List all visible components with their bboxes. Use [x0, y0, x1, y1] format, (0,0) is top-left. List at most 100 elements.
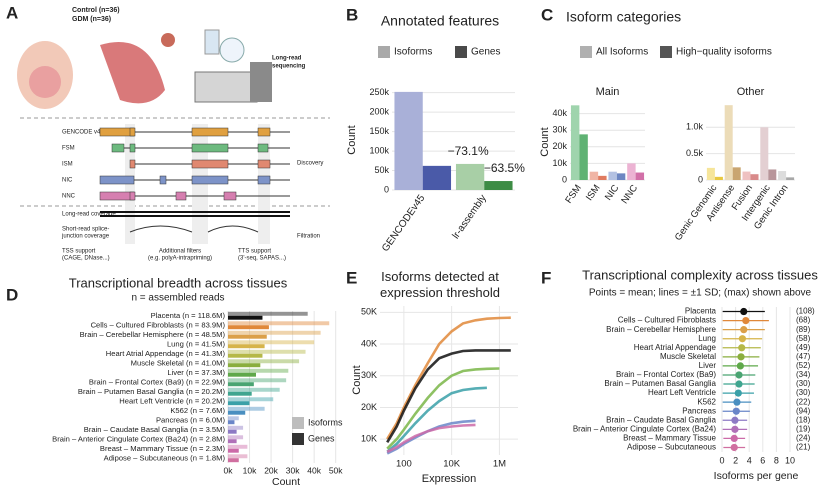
y-tick-label: K562 (n = 7.6M) [170, 406, 225, 415]
bar [228, 363, 261, 368]
tube [204, 29, 220, 55]
x-tick-label: 10K [443, 459, 461, 470]
bar [228, 420, 235, 425]
bar [228, 435, 244, 440]
y-tick-label: Brain – Putamen Basal Ganglia (n = 20.2M… [78, 387, 226, 396]
y-tick-label: 40k [552, 108, 567, 118]
legend-swatch [378, 46, 390, 58]
point [740, 326, 748, 334]
point [736, 362, 744, 370]
x-tick-label: 1M [493, 459, 506, 470]
y-tick-label: Lung (n = 41.5M) [167, 339, 226, 348]
exon [257, 159, 271, 169]
y-tick-label: Brain – Frontal Cortex (Ba9) (n = 22.9M) [89, 377, 226, 386]
exon [129, 143, 136, 153]
exon [159, 175, 167, 185]
x-axis-label: Count [272, 476, 300, 486]
bar [228, 391, 252, 396]
y-tick-label: 30K [361, 370, 377, 380]
max-label: (30) [796, 388, 811, 397]
x-tick-label: NNC [619, 183, 640, 206]
point [731, 416, 739, 424]
annotation: −73.1% [448, 144, 489, 158]
bar [228, 439, 237, 444]
legend-label: Isoforms [308, 417, 343, 427]
y-tick-label: 150k [369, 126, 389, 136]
point [733, 398, 741, 406]
bar [750, 174, 759, 180]
x-tick-label: lr-assembly [451, 193, 489, 241]
exon [191, 175, 229, 185]
y-tick-label: 20K [361, 402, 377, 412]
y-tick-label: Adipose – Subcutaneous [627, 443, 716, 452]
bar [228, 311, 308, 316]
max-label: (19) [796, 424, 811, 433]
line [386, 367, 500, 450]
bar [579, 134, 588, 180]
y-axis-label: Count [346, 125, 358, 154]
y-tick-label: Cells – Cultured Fibroblasts (n = 83.9M) [91, 320, 226, 329]
chart-subtitle: Points = mean; lines = ±1 SD; (max) show… [589, 288, 812, 299]
coverage-label: junction coverage [61, 234, 110, 240]
max-label: (21) [796, 443, 811, 452]
exon [257, 143, 269, 153]
y-tick-label: 40K [361, 338, 377, 348]
bar [228, 334, 267, 339]
annotation: −63.5% [484, 161, 525, 175]
y-tick-label: Heart Atrial Appendage [634, 343, 717, 352]
bar [778, 171, 787, 180]
bar [228, 458, 239, 463]
bar [394, 91, 423, 190]
exon [223, 191, 237, 201]
x-tick-label: 4 [747, 455, 752, 465]
line [386, 316, 511, 440]
y-tick-label: Brain – Cerebellar Hemisphere [606, 325, 716, 334]
bar [627, 163, 636, 180]
x-tick-label: 30k [286, 465, 300, 475]
y-tick-label: Cells – Cultured Fibroblasts [618, 316, 716, 325]
legend-swatch [660, 46, 672, 58]
y-tick-label: 1.0k [686, 122, 704, 132]
bar [768, 169, 777, 180]
x-axis-label: Isoforms per gene [714, 470, 799, 482]
bar [616, 173, 626, 180]
bar [228, 330, 321, 335]
exon [111, 143, 125, 153]
facet-title: Main [596, 86, 620, 98]
exon [129, 127, 136, 137]
line [386, 349, 511, 443]
y-tick-label: Breast – Mammary Tissue (n = 2.3M) [100, 444, 226, 453]
bar [228, 406, 265, 411]
bar [598, 175, 607, 180]
max-label: (68) [796, 316, 811, 325]
y-tick-label: 0 [562, 174, 567, 184]
bar [228, 454, 248, 459]
track-label: NNC [62, 194, 76, 200]
bar [228, 340, 315, 345]
junctions [129, 225, 259, 233]
exon [99, 127, 135, 137]
panel-label: C [541, 5, 553, 24]
bar [455, 163, 485, 190]
legend-swatch [455, 46, 467, 58]
tracks: GENCODE v45 FSM ISM NIC NNC [62, 127, 290, 201]
max-label: (49) [796, 343, 811, 352]
bar [228, 321, 330, 326]
bar [760, 127, 769, 180]
chart-title: Transcriptional breadth across tissues [69, 275, 288, 290]
legend-label: Isoforms [394, 47, 432, 58]
point [735, 380, 743, 388]
exon [257, 175, 271, 185]
bar [635, 172, 645, 180]
bar [228, 429, 237, 434]
seq-label: Long-read [272, 56, 302, 62]
line [386, 423, 476, 453]
legend-label: Genes [471, 47, 500, 58]
x-tick-label: 2 [733, 455, 738, 465]
bar [228, 397, 274, 402]
panel-label: D [6, 285, 18, 304]
max-label: (94) [796, 406, 811, 415]
x-tick-label: 10k [243, 465, 257, 475]
max-label: (34) [796, 370, 811, 379]
panel-label: E [346, 268, 357, 287]
